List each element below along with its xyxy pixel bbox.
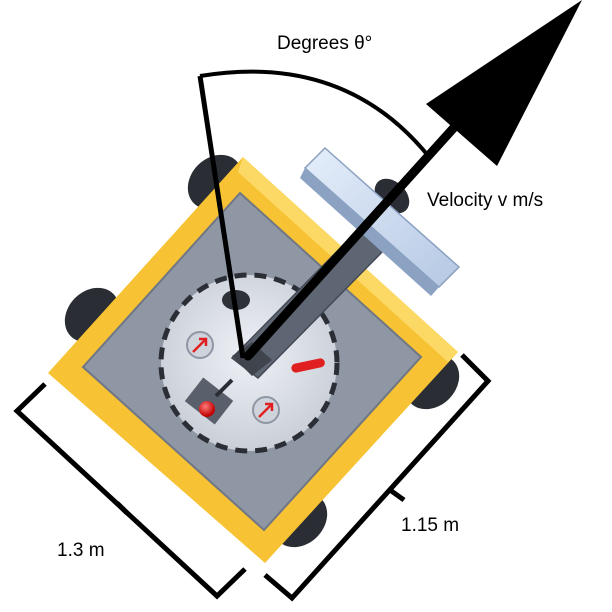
velocity-arrow-shaft <box>243 107 473 361</box>
velocity-label: Velocity v m/s <box>427 190 543 211</box>
length-dimension-label: 1.15 m <box>401 515 459 536</box>
indicator-dial-2 <box>252 396 280 424</box>
dimension-bracket-length <box>263 353 492 602</box>
width-dimension-label: 1.3 m <box>57 540 105 561</box>
paddle-shadow <box>300 168 439 296</box>
angle-label: Degrees θ° <box>277 33 372 54</box>
angle-arc <box>199 69 432 160</box>
red-capsule <box>291 358 325 373</box>
velocity-arrow-icon <box>426 0 582 166</box>
indicator-dial-1 <box>186 331 214 359</box>
reference-line <box>197 75 246 359</box>
ball-mount <box>184 377 234 425</box>
dimension-tick-width <box>115 501 129 515</box>
red-ball-icon <box>199 401 215 417</box>
dimension-tick-length <box>388 487 406 503</box>
